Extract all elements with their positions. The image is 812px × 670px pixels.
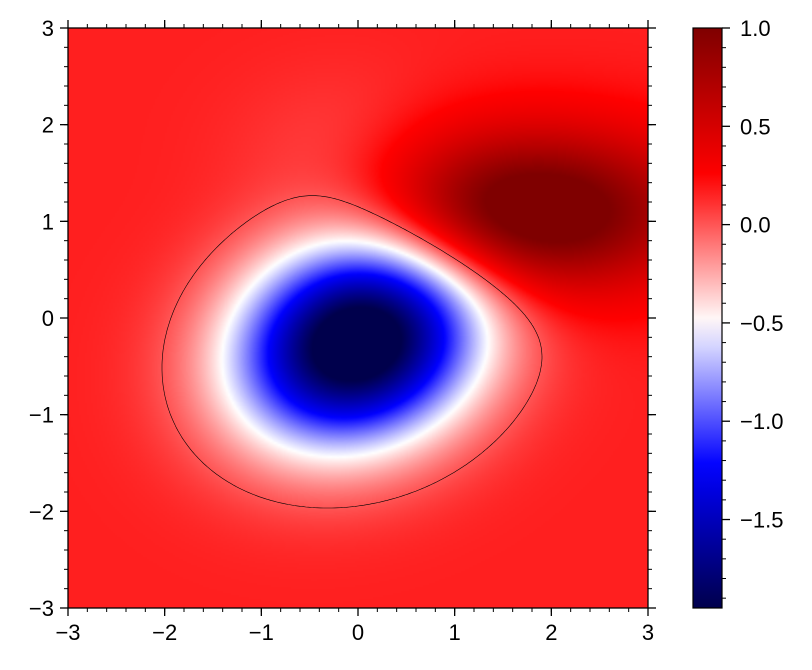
colorbar-tick-label: 1.0	[740, 16, 771, 41]
x-tick-label: −3	[55, 620, 80, 645]
plot-area	[67, 27, 649, 609]
y-tick-label: −1	[29, 403, 54, 428]
x-tick-label: 0	[352, 620, 364, 645]
y-tick-label: 1	[42, 209, 54, 234]
colorbar: 1.0 0.5 0.0 −0.5 −1.0 −1.5	[692, 16, 783, 609]
colorbar-frame	[692, 27, 723, 609]
y-tick-label: −3	[29, 596, 54, 621]
y-axis: −3 −2 −1 0 1 2 3	[29, 16, 656, 621]
y-tick-label: 2	[42, 113, 54, 138]
colorbar-tick-label: 0.0	[740, 213, 771, 238]
colorbar-tick-label: −1.0	[740, 409, 783, 434]
x-tick-label: 3	[642, 620, 654, 645]
y-tick-label: 3	[42, 16, 54, 41]
zero-contours	[161, 195, 543, 509]
x-tick-label: 1	[449, 620, 461, 645]
x-axis: −3 −2 −1 0 1 2 3	[55, 20, 654, 645]
y-tick-label: −2	[29, 499, 54, 524]
y-tick-label: 0	[42, 306, 54, 331]
heatmap-image	[68, 28, 648, 608]
x-tick-label: −1	[249, 620, 274, 645]
x-tick-label: 2	[545, 620, 557, 645]
colorbar-ticks: 1.0 0.5 0.0 −0.5 −1.0 −1.5	[722, 16, 783, 599]
colorbar-tick-label: −1.5	[740, 508, 783, 533]
x-tick-label: −2	[152, 620, 177, 645]
colorbar-fill	[693, 28, 722, 608]
colorbar-tick-label: −0.5	[740, 311, 783, 336]
colorbar-tick-label: 0.5	[740, 114, 771, 139]
contour-line	[161, 195, 543, 509]
